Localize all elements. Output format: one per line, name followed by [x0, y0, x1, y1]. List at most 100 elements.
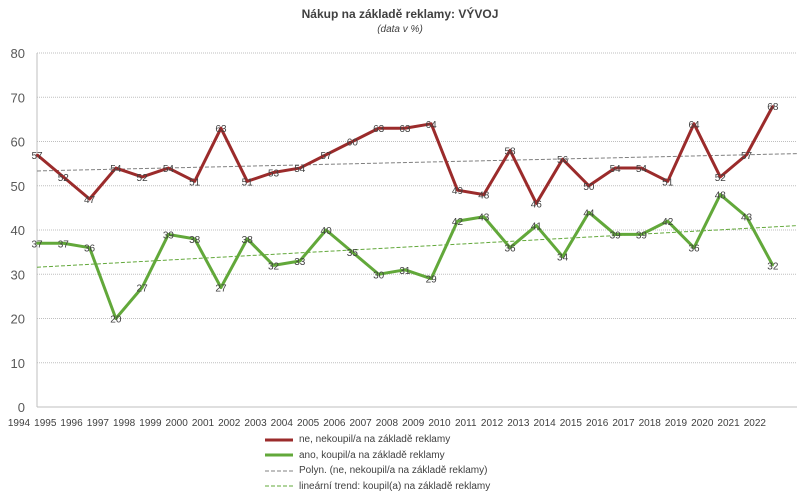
- legend-swatch: [265, 470, 293, 472]
- data-label: 36: [504, 244, 516, 255]
- y-tick-label: 10: [11, 356, 25, 371]
- data-label: 39: [610, 230, 622, 241]
- data-point: [561, 158, 564, 161]
- data-label: 42: [662, 217, 674, 228]
- x-tick-label: 2001: [192, 418, 215, 429]
- data-point: [403, 268, 406, 271]
- legend-item: ano, koupil/a na základě reklamy: [265, 448, 490, 464]
- data-label: 38: [189, 235, 201, 246]
- legend-label: ano, koupil/a na základě reklamy: [299, 449, 445, 461]
- data-label: 63: [215, 124, 227, 135]
- data-label: 52: [58, 173, 70, 184]
- trendline: [36, 225, 798, 268]
- series-line: [36, 105, 775, 205]
- data-label: 53: [268, 168, 280, 179]
- data-label: 52: [137, 173, 149, 184]
- y-tick-label: 70: [11, 90, 25, 105]
- legend-item: Polyn. (ne, nekoupil/a na základě reklam…: [265, 463, 490, 479]
- data-label: 46: [531, 199, 543, 210]
- data-point: [430, 277, 433, 280]
- x-tick-label: 2005: [297, 418, 320, 429]
- data-point: [456, 220, 459, 223]
- data-point: [482, 193, 485, 196]
- data-label: 50: [583, 182, 595, 193]
- data-point: [666, 220, 669, 223]
- data-point: [167, 167, 170, 170]
- data-point: [640, 233, 643, 236]
- data-point: [141, 286, 144, 289]
- data-point: [771, 264, 774, 267]
- data-label: 35: [347, 248, 359, 259]
- data-point: [272, 171, 275, 174]
- y-tick-label: 0: [18, 400, 25, 415]
- data-point: [325, 229, 328, 231]
- x-tick-label: 2012: [481, 418, 504, 429]
- data-point: [36, 242, 38, 245]
- data-point: [693, 122, 695, 125]
- data-label: 30: [373, 270, 385, 281]
- data-label: 34: [557, 253, 569, 264]
- data-label: 57: [321, 151, 333, 162]
- x-tick-label: 2008: [376, 418, 399, 429]
- trendline: [36, 153, 798, 172]
- data-point: [246, 237, 249, 240]
- data-label: 47: [84, 195, 96, 206]
- data-label: 36: [688, 244, 700, 255]
- data-point: [88, 198, 91, 201]
- data-label: 54: [110, 164, 122, 175]
- chart-subtitle: (data v %): [377, 24, 423, 35]
- legend-swatch: [265, 438, 293, 442]
- y-tick-label: 60: [11, 135, 25, 150]
- data-point: [640, 167, 643, 170]
- data-label: 44: [583, 208, 595, 219]
- x-tick-label: 2000: [166, 418, 189, 429]
- data-label: 43: [478, 213, 490, 224]
- data-point: [509, 149, 512, 152]
- data-label: 29: [426, 275, 438, 286]
- data-label: 54: [163, 164, 175, 175]
- x-tick-label: 1997: [87, 418, 110, 429]
- data-label: 51: [662, 177, 674, 188]
- data-point: [62, 242, 65, 245]
- data-point: [561, 255, 564, 258]
- data-point: [403, 127, 406, 130]
- data-label: 63: [399, 124, 411, 135]
- y-tick-label: 30: [11, 267, 25, 282]
- data-label: 54: [294, 164, 306, 175]
- legend-swatch: [265, 485, 293, 487]
- data-label: 39: [636, 230, 648, 241]
- data-point: [36, 153, 38, 156]
- x-tick-label: 2017: [612, 418, 635, 429]
- data-point: [193, 237, 196, 240]
- data-point: [298, 259, 301, 262]
- x-tick-label: 2006: [323, 418, 346, 429]
- chart-title: Nákup na základě reklamy: VÝVOJ: [301, 7, 499, 21]
- x-tick-label: 2004: [271, 418, 294, 429]
- data-point: [719, 193, 722, 196]
- data-label: 43: [741, 213, 753, 224]
- data-point: [193, 180, 196, 183]
- data-label: 64: [688, 120, 700, 131]
- x-tick-label: 2015: [560, 418, 583, 429]
- data-point: [377, 273, 380, 276]
- y-tick-label: 50: [11, 179, 25, 194]
- x-tick-label: 1994: [8, 418, 31, 429]
- x-tick-label: 2018: [639, 418, 662, 429]
- data-label: 33: [294, 257, 306, 268]
- x-tick-label: 2016: [586, 418, 609, 429]
- legend-item: ne, nekoupil/a na základě reklamy: [265, 432, 490, 448]
- data-point: [771, 105, 774, 108]
- data-point: [219, 127, 222, 130]
- data-label: 37: [31, 239, 43, 250]
- data-label: 54: [636, 164, 648, 175]
- data-label: 60: [347, 138, 359, 149]
- data-label: 37: [58, 239, 70, 250]
- data-point: [114, 317, 117, 320]
- data-point: [745, 215, 748, 218]
- x-tick-label: 1995: [34, 418, 57, 429]
- x-tick-label: 2009: [402, 418, 425, 429]
- data-label: 48: [715, 191, 727, 202]
- x-tick-label: 2020: [691, 418, 714, 429]
- data-point: [351, 251, 354, 254]
